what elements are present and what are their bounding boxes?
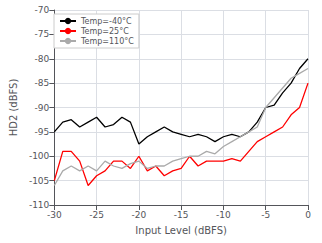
svg-text:-110: -110 [29, 200, 50, 210]
svg-text:-100: -100 [29, 151, 50, 161]
svg-text:-10: -10 [216, 210, 231, 220]
svg-text:HD2 (dBFS): HD2 (dBFS) [8, 79, 19, 137]
svg-text:-75: -75 [35, 29, 50, 39]
svg-text:-5: -5 [261, 210, 270, 220]
svg-text:Input Level (dBFS): Input Level (dBFS) [135, 225, 227, 236]
svg-text:Temp=110°C: Temp=110°C [80, 37, 134, 46]
svg-text:Temp=25°C: Temp=25°C [80, 27, 129, 36]
svg-text:-105: -105 [29, 176, 49, 186]
svg-text:-90: -90 [35, 103, 50, 113]
svg-text:0: 0 [305, 210, 311, 220]
svg-text:-70: -70 [35, 5, 50, 15]
svg-text:Temp=-40°C: Temp=-40°C [80, 17, 132, 26]
svg-text:-30: -30 [47, 210, 62, 220]
svg-text:-85: -85 [35, 78, 50, 88]
svg-text:-20: -20 [132, 210, 147, 220]
svg-text:-25: -25 [89, 210, 104, 220]
svg-text:-95: -95 [35, 127, 50, 137]
svg-text:-80: -80 [35, 54, 50, 64]
svg-text:-15: -15 [174, 210, 189, 220]
